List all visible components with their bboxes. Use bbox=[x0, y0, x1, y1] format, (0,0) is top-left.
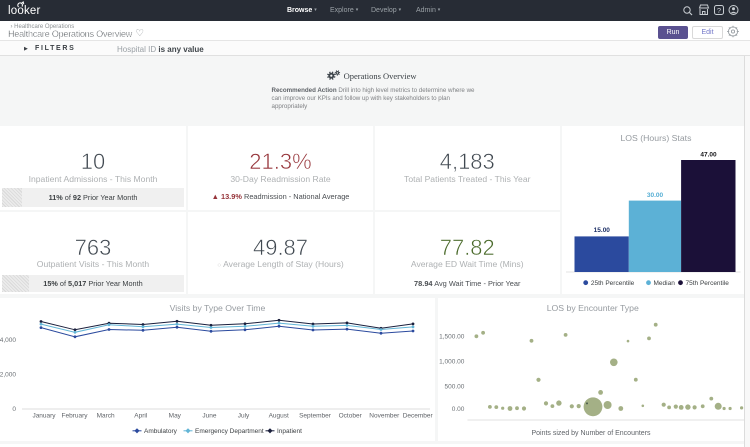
svg-text:February: February bbox=[61, 412, 88, 419]
svg-text:Median: Median bbox=[653, 280, 675, 287]
svg-text:2,000: 2,000 bbox=[0, 372, 16, 379]
svg-text:August: August bbox=[269, 412, 289, 419]
svg-text:October: October bbox=[339, 412, 363, 419]
svg-text:June: June bbox=[202, 412, 216, 419]
svg-text:?: ? bbox=[717, 6, 721, 15]
svg-text:500.00: 500.00 bbox=[444, 383, 464, 390]
svg-text:Inpatient: Inpatient bbox=[277, 428, 302, 435]
svg-text:15.00: 15.00 bbox=[593, 227, 610, 234]
svg-text:47.00: 47.00 bbox=[700, 151, 717, 158]
svg-text:Emergency Department: Emergency Department bbox=[195, 428, 264, 435]
svg-text:25th Percentile: 25th Percentile bbox=[590, 280, 634, 287]
svg-text:July: July bbox=[238, 412, 250, 419]
svg-text:0: 0 bbox=[12, 406, 16, 413]
svg-text:January: January bbox=[32, 412, 56, 419]
svg-text:September: September bbox=[299, 412, 332, 419]
svg-text:4,000: 4,000 bbox=[0, 337, 16, 344]
svg-text:Ambulatory: Ambulatory bbox=[144, 428, 178, 435]
svg-text:0.00: 0.00 bbox=[451, 406, 464, 413]
svg-text:May: May bbox=[169, 412, 182, 419]
svg-text:April: April bbox=[134, 412, 148, 419]
svg-text:1,500.00: 1,500.00 bbox=[439, 334, 465, 341]
svg-text:30.00: 30.00 bbox=[646, 192, 663, 199]
svg-text:December: December bbox=[403, 412, 434, 419]
svg-text:March: March bbox=[97, 412, 115, 419]
svg-text:Points sized by Number of Enco: Points sized by Number of Encounters bbox=[531, 430, 651, 437]
svg-text:75th Percentile: 75th Percentile bbox=[685, 280, 729, 287]
svg-text:November: November bbox=[369, 412, 400, 419]
svg-text:1,000.00: 1,000.00 bbox=[439, 359, 465, 366]
